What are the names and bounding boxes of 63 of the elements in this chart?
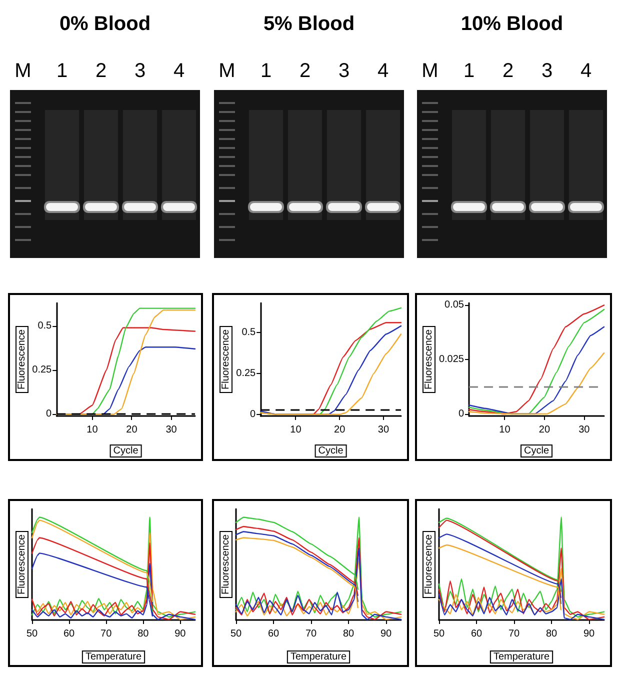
text: 4 (580, 60, 592, 83)
x-tick-label: 60 (268, 628, 280, 640)
text: 3 (338, 60, 350, 83)
x-tick-label: 20 (126, 424, 138, 436)
x-tick-label: 80 (138, 628, 150, 640)
x-tick-label: 80 (342, 628, 354, 640)
chart-title: 10% Blood (460, 13, 564, 36)
text: 2 (299, 60, 311, 83)
x-tick-label: 10 (290, 424, 302, 436)
x-tick-label: 70 (305, 628, 317, 640)
text: 1 (463, 60, 475, 83)
text: M (218, 60, 236, 83)
x-tick-label: 90 (583, 628, 595, 640)
y-tick-label: 0 (250, 408, 256, 420)
x-tick-label: 50 (26, 628, 38, 640)
y-axis-title: Fluorescence (424, 329, 434, 390)
y-axis-title: Fluorescence (424, 534, 434, 595)
x-tick-label: 60 (470, 628, 482, 640)
x-tick-label: 20 (538, 424, 550, 436)
y-tick-label: 0.25 (236, 368, 256, 379)
x-tick-label: 80 (546, 628, 558, 640)
x-tick-label: 60 (63, 628, 76, 640)
text: 1 (56, 60, 68, 83)
x-tick-label: 70 (508, 628, 520, 640)
y-tick-label: 0.5 (242, 326, 256, 338)
x-tick-label: 10 (86, 424, 98, 436)
x-tick-label: 30 (578, 424, 590, 436)
y-tick-label: 0.5 (38, 320, 52, 332)
x-tick-label: 30 (166, 424, 178, 436)
y-axis-title: Fluorescence (220, 534, 232, 595)
chart-title: 0% Blood (59, 13, 151, 36)
text: 4 (377, 60, 389, 83)
y-axis-title: Fluorescence (16, 534, 28, 595)
x-tick-label: 70 (100, 628, 112, 640)
text: 1 (260, 60, 272, 83)
y-tick-label: 0 (46, 408, 52, 420)
x-tick-label: 30 (378, 424, 390, 436)
x-axis-title: Temperature (85, 652, 142, 662)
x-axis-title: Cycle (318, 446, 344, 456)
y-tick-label: 0 (458, 408, 464, 420)
x-tick-label: 10 (499, 424, 511, 436)
text: 3 (134, 60, 146, 83)
text: 4 (173, 60, 185, 83)
text: M (14, 60, 32, 83)
y-axis-title: Fluorescence (220, 329, 232, 390)
x-tick-label: 90 (174, 628, 186, 640)
text: 2 (95, 60, 107, 83)
x-axis-title: Cycle (524, 446, 550, 456)
x-tick-label: 90 (380, 628, 392, 640)
chart-title: 5% Blood (263, 13, 355, 36)
y-tick-label: 0.25 (32, 364, 52, 376)
text: 2 (502, 60, 514, 83)
y-tick-label: 0.025 (438, 354, 464, 365)
y-tick-label: 0.05 (444, 300, 464, 311)
x-axis-title: Cycle (113, 446, 139, 456)
x-axis-title: Temperature (290, 652, 348, 662)
text: 3 (541, 60, 553, 83)
x-tick-label: 50 (230, 628, 242, 640)
text: M (422, 60, 438, 83)
y-axis-title: Fluorescence (16, 329, 28, 390)
x-axis-title: Temperature (493, 652, 550, 662)
x-tick-label: 20 (334, 424, 346, 436)
x-tick-label: 50 (433, 628, 445, 640)
